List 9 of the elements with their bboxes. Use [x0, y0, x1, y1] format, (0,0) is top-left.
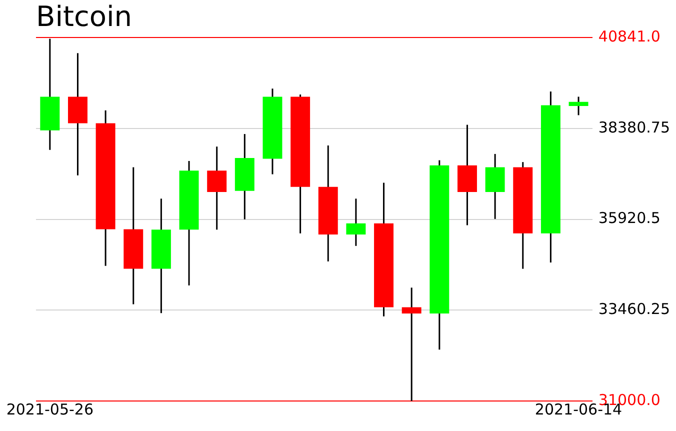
y-tick-label: 35920.5	[598, 209, 660, 228]
y-tick-label: 40841.0	[598, 27, 660, 46]
candlestick	[207, 146, 227, 230]
x-tick-label: 2021-05-26	[6, 400, 94, 418]
candlestick	[346, 198, 366, 247]
y-tick-label: 33460.25	[598, 300, 670, 318]
candlestick	[568, 96, 588, 116]
y-tick-label: 38380.75	[598, 118, 670, 136]
chart-title: Bitcoin	[36, 0, 132, 34]
